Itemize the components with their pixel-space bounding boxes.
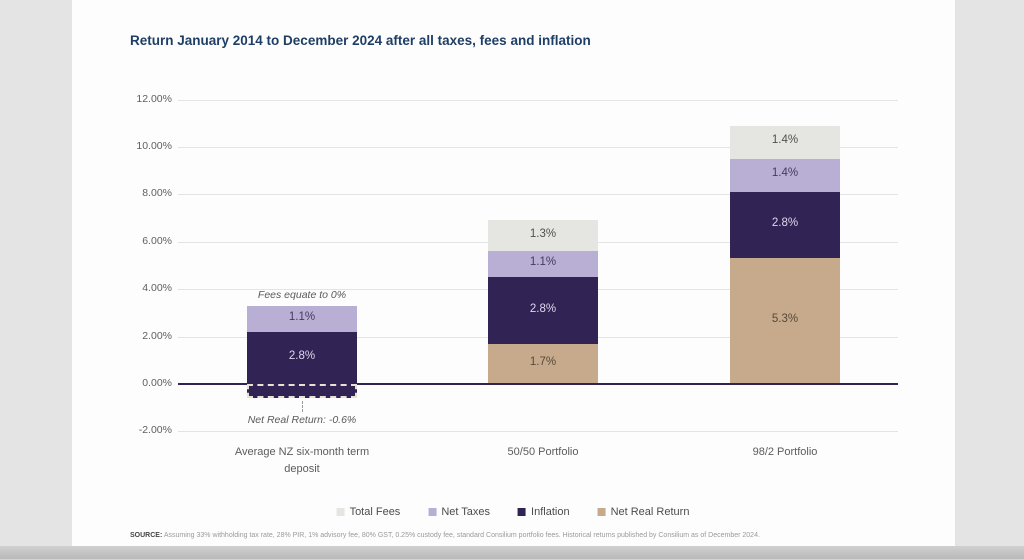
legend-swatch-icon [428,508,437,516]
legend-item-net-taxes: Net Taxes [428,506,490,518]
bar-segment-inflation [247,331,357,399]
x-axis-category-label: 98/2 Portfolio [752,446,818,458]
legend-label: Net Taxes [441,506,491,518]
bar-annotation-below: Net Real Return: -0.6% [247,414,357,427]
source-text: Assuming 33% withholding tax rate, 28% P… [162,532,760,539]
y-axis-tick-label: 2.00% [142,329,172,342]
y-axis-tick-label: 6.00% [142,234,172,247]
bar-segment-total-fees [488,220,598,252]
bar-annotation-above: Fees equate to 0% [257,288,347,301]
bar-segment-net-real-return [488,343,598,384]
chart-legend: Total Fees Net Taxes Inflation Net Real Ret… [336,506,690,518]
legend-item-inflation: Inflation [518,506,570,518]
bar-value-label: 1.4% [771,134,799,147]
gridline [178,99,898,101]
gridline [178,147,898,148]
legend-label: Total Fees [349,506,401,518]
bar-segment-net-taxes [247,305,357,332]
legend-item-net-real-return: Net Real Return [597,506,690,518]
y-axis-tick-label: -2.00% [138,424,172,437]
bar-value-label: 2.8% [288,349,316,362]
bar-value-label: 1.1% [529,256,557,269]
gridline [178,194,898,196]
x-axis-category-label: Average NZ six-month term deposit [234,446,370,475]
bar-segment-net-taxes [730,158,840,193]
gridline [178,431,898,433]
legend-item-total-fees: Total Fees [336,506,401,518]
bar-value-label: 2.8% [771,217,799,230]
source-note: SOURCE: Assuming 33% withholding tax rat… [130,532,850,539]
legend-label: Net Real Return [610,506,690,518]
bar-segment-total-fees [730,125,840,159]
bar-value-label: 1.1% [288,310,316,323]
y-axis-tick-label: 0.00% [142,377,172,389]
y-axis-tick-label: 10.00% [136,140,172,152]
x-axis-category-label: 50/50 Portfolio [507,446,579,458]
bar-value-label: 2.8% [529,302,557,315]
bottom-strip [0,546,1024,559]
bar-value-label: 1.3% [529,227,557,240]
chart-title: Return January 2014 to December 2024 aft… [130,33,591,48]
x-axis-zero-line [178,383,898,385]
bar-segment-net-real-return [730,258,840,384]
bar-value-label: 5.3% [771,313,799,326]
annotation-leader-line [302,401,303,413]
legend-swatch-icon [518,508,527,516]
y-axis-tick-label: 4.00% [142,282,172,295]
y-axis-tick-label: 8.00% [142,187,172,200]
source-label: SOURCE: [130,532,163,539]
bar-segment-net-taxes [488,251,598,278]
legend-swatch-icon [336,508,345,516]
bar-value-label: 1.4% [771,167,799,180]
negative-return-dashed-box [247,384,357,399]
legend-swatch-icon [597,508,606,516]
legend-label: Inflation [531,506,570,518]
bar-value-label: 1.7% [529,355,557,368]
bar-segment-inflation [488,277,598,344]
bar-segment-inflation [730,192,840,259]
y-axis-tick-label: 12.00% [136,92,172,105]
